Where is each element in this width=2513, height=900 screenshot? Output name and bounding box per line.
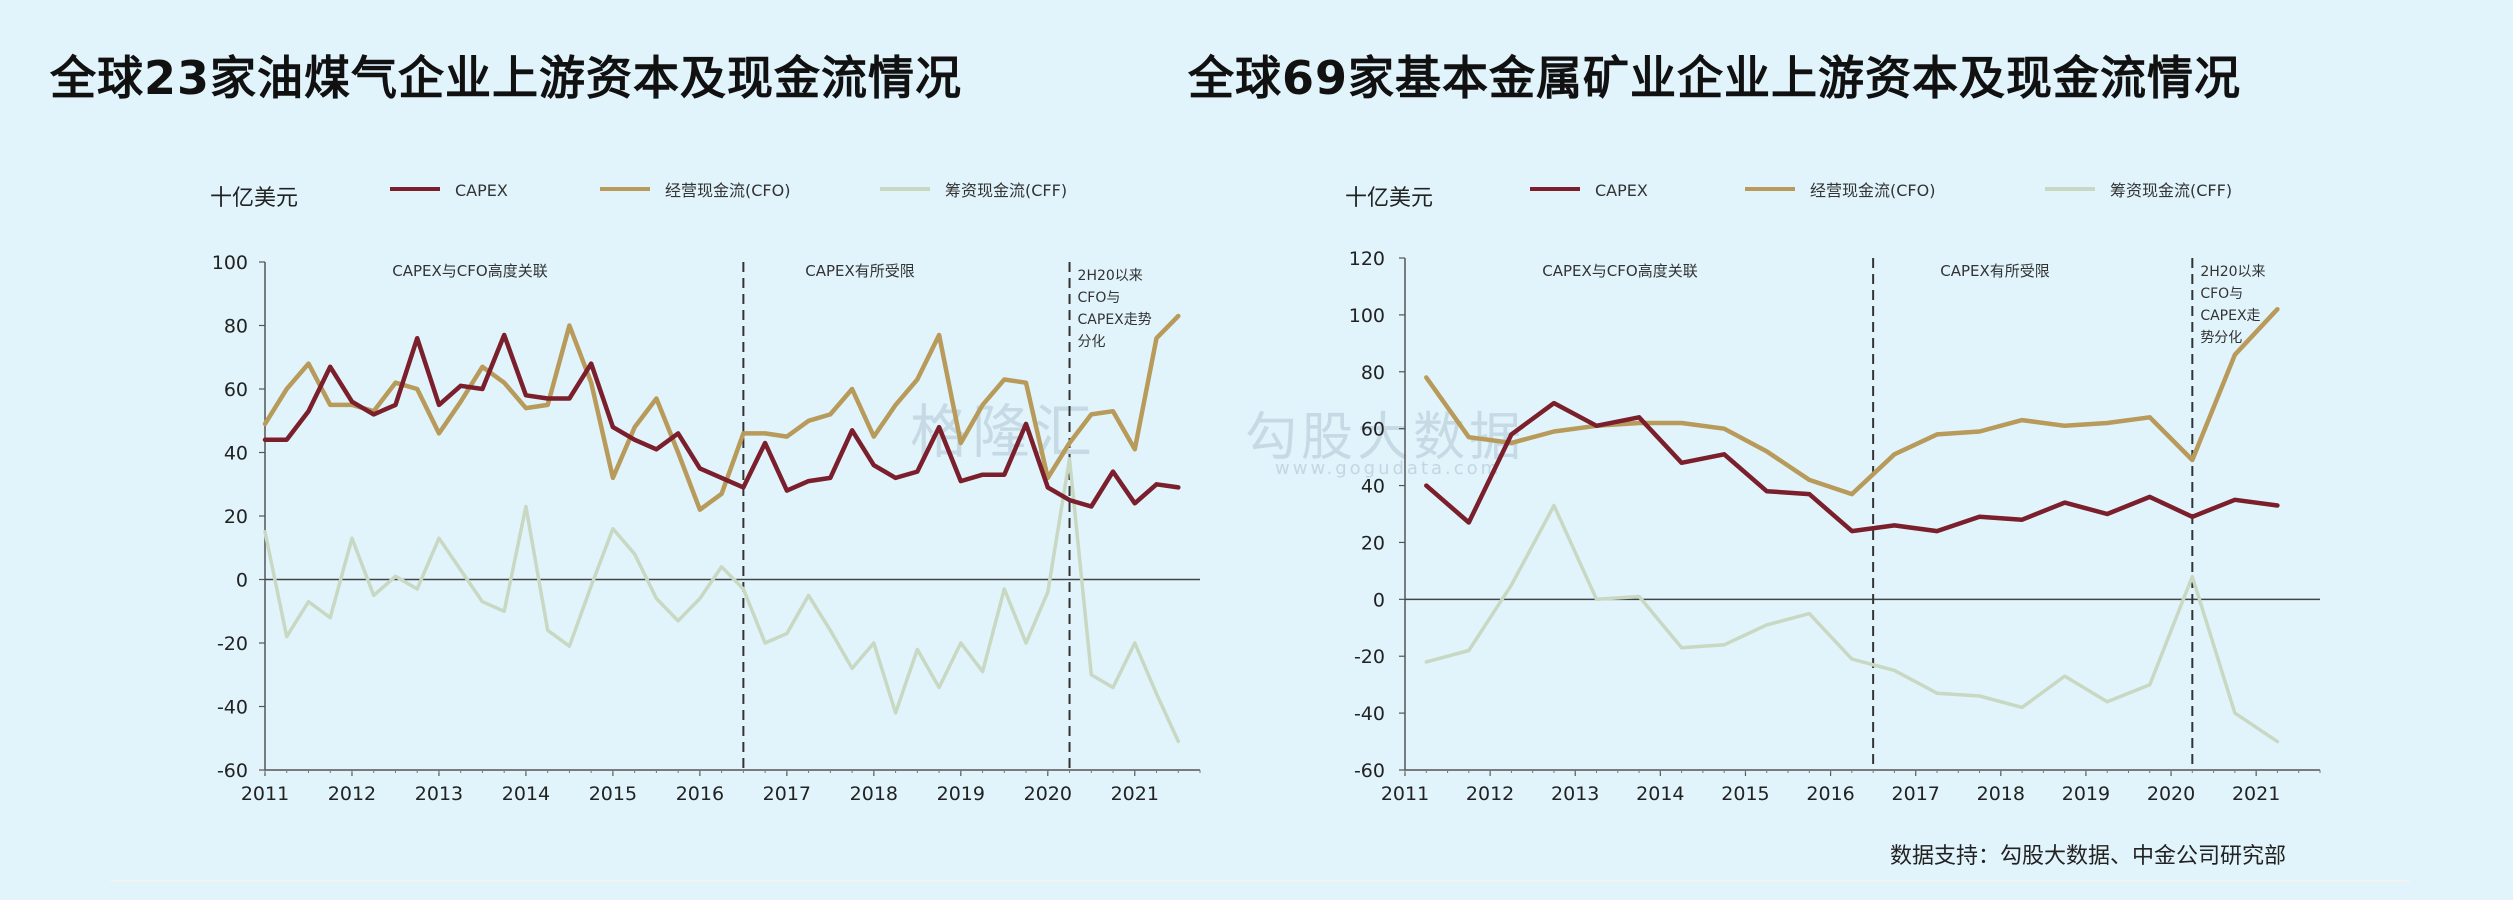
y-tick-label: -20 [1354, 646, 1385, 668]
annotation-period-3-line: 分化 [1078, 334, 1106, 350]
legend-label-cff: 筹资现金流(CFF) [2110, 181, 2232, 200]
y-tick-label: 20 [224, 506, 248, 528]
x-tick-label: 2017 [763, 783, 811, 805]
x-tick-label: 2013 [1551, 783, 1599, 805]
legend-label-cfo: 经营现金流(CFO) [665, 181, 790, 200]
x-tick-label: 2018 [1977, 783, 2025, 805]
annotation-period-3-line: CAPEX走势 [1078, 312, 1152, 328]
legend-label-cfo: 经营现金流(CFO) [1810, 181, 1935, 200]
series-line-cff [1424, 503, 2280, 744]
annotation-period-2: CAPEX有所受限 [1940, 262, 2050, 280]
x-tick-label: 2014 [1636, 783, 1684, 805]
annotation-period-2: CAPEX有所受限 [805, 262, 915, 280]
x-tick-label: 2017 [1892, 783, 1940, 805]
x-tick-label: 2011 [241, 783, 289, 805]
y-tick-label: 80 [1361, 362, 1385, 384]
legend-label-cff: 筹资现金流(CFF) [945, 181, 1067, 200]
x-tick-label: 2015 [589, 783, 637, 805]
y-axis-unit-label: 十亿美元 [210, 186, 298, 211]
left-chart-title: 全球23家油煤气企业上游资本及现金流情况 [50, 51, 963, 105]
y-tick-label: 100 [212, 252, 248, 274]
y-tick-label: -40 [1354, 703, 1385, 725]
series-line-cff [263, 457, 1181, 744]
x-tick-label: 2012 [1466, 783, 1514, 805]
annotation-period-1: CAPEX与CFO高度关联 [1542, 262, 1697, 280]
y-tick-label: 20 [1361, 532, 1385, 554]
annotation-period-1: CAPEX与CFO高度关联 [392, 262, 547, 280]
y-tick-label: 60 [224, 379, 248, 401]
x-tick-label: 2016 [676, 783, 724, 805]
x-tick-label: 2016 [1806, 783, 1854, 805]
y-tick-label: -40 [217, 697, 248, 719]
y-tick-label: 0 [1373, 589, 1385, 611]
x-tick-label: 2014 [502, 783, 550, 805]
y-tick-label: 100 [1349, 305, 1385, 327]
legend-label-capex: CAPEX [455, 181, 508, 200]
chart-panel-1: 十亿美元 CAPEX 经营现金流(CFO) 筹资现金流(CFF) -60 -40 -20 0 2… [210, 181, 1201, 805]
annotation-period-3-line: CAPEX走 [2200, 308, 2260, 324]
y-tick-label: -60 [1354, 760, 1385, 782]
y-tick-label: 80 [224, 316, 248, 338]
x-tick-label: 2021 [1111, 783, 1159, 805]
x-tick-label: 2013 [415, 783, 463, 805]
series-line-cfo [262, 313, 1181, 512]
x-tick-label: 2015 [1721, 783, 1769, 805]
annotation-period-3-line: CFO与 [1078, 290, 1121, 306]
watermark-url: www.gogudata.com [1275, 458, 1502, 479]
x-tick-label: 2021 [2232, 783, 2280, 805]
series-line-capex [1424, 400, 2280, 534]
y-tick-label: 60 [1361, 419, 1385, 441]
y-tick-label: -60 [217, 760, 248, 782]
y-tick-label: 40 [1361, 476, 1385, 498]
annotation-period-3-line: 2H20以来 [1078, 268, 1143, 284]
y-tick-label: 40 [224, 443, 248, 465]
x-tick-label: 2012 [328, 783, 376, 805]
x-tick-label: 2020 [1024, 783, 1072, 805]
annotation-period-3-line: 2H20以来 [2200, 264, 2265, 280]
series-line-capex [262, 332, 1181, 509]
y-tick-label: -20 [217, 633, 248, 655]
y-axis-unit-label: 十亿美元 [1345, 186, 1433, 211]
x-tick-label: 2020 [2147, 783, 2195, 805]
legend-label-capex: CAPEX [1595, 181, 1648, 200]
x-tick-label: 2019 [937, 783, 985, 805]
annotation-period-3-line: CFO与 [2200, 286, 2243, 302]
source-note: 数据支持：勾股大数据、中金公司研究部 [1890, 844, 2287, 869]
y-tick-label: 120 [1349, 248, 1385, 270]
bottom-divider [110, 880, 2410, 882]
x-tick-label: 2019 [2062, 783, 2110, 805]
chart-panel-2: 十亿美元 CAPEX 经营现金流(CFO) 筹资现金流(CFF) -60 -40 -20 0 2… [1345, 181, 2321, 805]
x-tick-label: 2011 [1381, 783, 1429, 805]
right-chart-title: 全球69家基本金属矿业企业上游资本及现金流情况 [1188, 51, 2242, 105]
y-tick-label: 0 [236, 570, 248, 592]
annotation-period-3-line: 势分化 [2200, 330, 2242, 346]
x-tick-label: 2018 [850, 783, 898, 805]
